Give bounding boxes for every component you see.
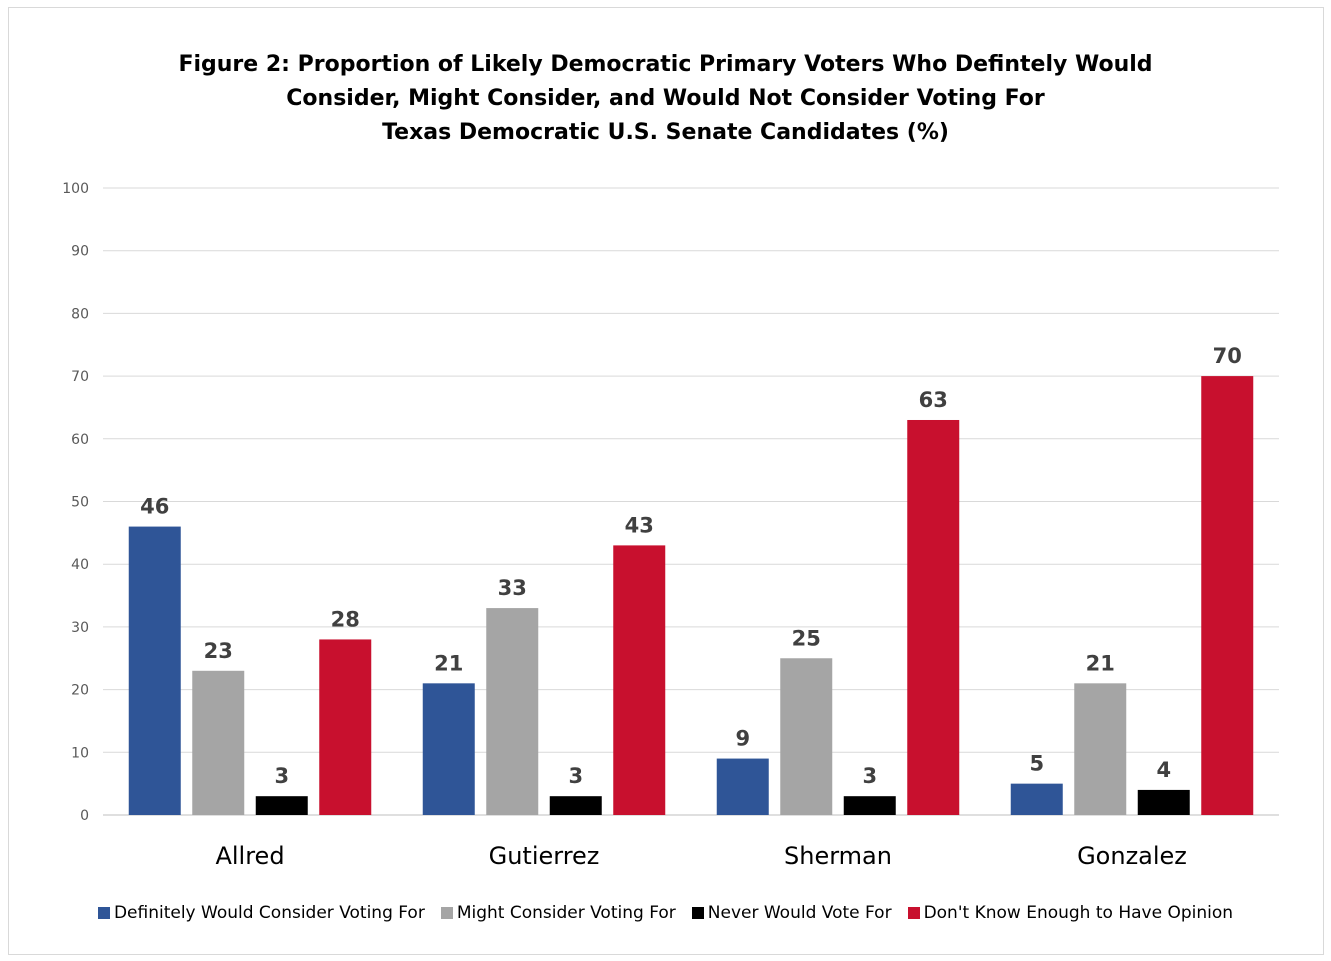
data-label: 3 — [274, 764, 289, 788]
x-tick-label-gonzalez: Gonzalez — [1077, 842, 1187, 870]
legend-label: Don't Know Enough to Have Opinion — [923, 903, 1234, 923]
y-tick-label: 60 — [71, 432, 89, 448]
legend-swatch — [440, 907, 453, 919]
y-tick-label: 90 — [71, 244, 89, 260]
y-tick-label: 20 — [71, 683, 89, 699]
x-axis: Allred Gutierrez Sherman Gonzalez — [215, 842, 1186, 870]
bar-sherman-3 — [907, 419, 960, 815]
y-tick-label: 0 — [80, 808, 89, 824]
legend-item-0: Definitely Would Consider Voting For — [97, 903, 425, 923]
data-label: 3 — [568, 764, 583, 788]
legend-swatch — [97, 907, 110, 919]
y-tick-label: 70 — [71, 369, 89, 385]
y-tick-label: 100 — [62, 181, 89, 197]
legend-label: Never Would Vote For — [707, 903, 892, 923]
legend-label: Definitely Would Consider Voting For — [113, 903, 425, 923]
bar-gutierrez-1 — [486, 608, 539, 815]
bar-allred-2 — [255, 796, 308, 815]
x-tick-label-sherman: Sherman — [784, 842, 892, 870]
data-label: 21 — [1086, 651, 1115, 675]
bar-gutierrez-2 — [549, 796, 602, 815]
data-label: 21 — [434, 651, 463, 675]
data-label: 46 — [140, 495, 169, 519]
bar-gonzalez-0 — [1010, 783, 1063, 815]
legend-item-1: Might Consider Voting For — [440, 903, 676, 923]
y-tick-label: 80 — [71, 306, 89, 322]
legend-item-3: Don't Know Enough to Have Opinion — [907, 903, 1234, 923]
bar-allred-1 — [192, 670, 245, 815]
data-label: 43 — [625, 513, 654, 537]
y-tick-label: 30 — [71, 620, 89, 636]
data-label: 28 — [331, 607, 360, 631]
y-tick-label: 10 — [71, 745, 89, 761]
y-axis: 0 10 20 30 40 50 60 70 80 90 100 — [62, 181, 89, 824]
bar-sherman-1 — [780, 658, 833, 815]
bar-gonzalez-2 — [1137, 789, 1190, 815]
bar-sherman-2 — [843, 796, 896, 815]
legend-swatch — [907, 907, 920, 919]
chart-title-line-1: Figure 2: Proportion of Likely Democrati… — [178, 52, 1153, 77]
data-label: 9 — [735, 727, 750, 751]
y-tick-label: 40 — [71, 557, 89, 573]
bar-gonzalez-1 — [1074, 683, 1127, 815]
data-label: 70 — [1213, 344, 1242, 368]
x-tick-label-allred: Allred — [215, 842, 284, 870]
bar-gutierrez-3 — [613, 545, 666, 815]
bar-sherman-0 — [716, 758, 769, 815]
data-label: 3 — [862, 764, 877, 788]
data-label: 23 — [204, 639, 233, 663]
chart-title-line-3: Texas Democratic U.S. Senate Candidates … — [382, 120, 949, 145]
data-label: 4 — [1156, 758, 1171, 782]
legend-label: Might Consider Voting For — [456, 903, 676, 923]
x-tick-label-gutierrez: Gutierrez — [489, 842, 600, 870]
bar-gutierrez-0 — [422, 683, 475, 815]
bar-allred-0 — [128, 526, 181, 815]
data-label: 25 — [792, 626, 821, 650]
bars — [128, 376, 1254, 815]
data-label: 5 — [1029, 752, 1044, 776]
data-label: 63 — [919, 388, 948, 412]
y-tick-label: 50 — [71, 495, 89, 511]
bar-gonzalez-3 — [1201, 376, 1254, 815]
chart-title: Figure 2: Proportion of Likely Democrati… — [0, 48, 1331, 150]
legend-swatch — [691, 907, 704, 919]
data-label: 33 — [498, 576, 527, 600]
legend-item-2: Never Would Vote For — [691, 903, 892, 923]
legend: Definitely Would Consider Voting For Migh… — [0, 903, 1331, 923]
bar-allred-3 — [319, 639, 372, 815]
chart-title-line-2: Consider, Might Consider, and Would Not … — [286, 86, 1045, 111]
